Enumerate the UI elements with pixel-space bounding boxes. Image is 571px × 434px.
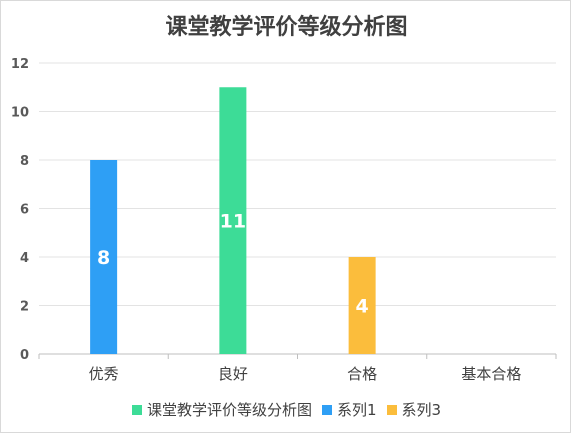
- legend-item: 课堂教学评价等级分析图: [131, 399, 312, 420]
- data-label: 11: [220, 211, 246, 233]
- legend-item: 系列3: [386, 399, 442, 420]
- bar: [219, 87, 247, 354]
- chart-title: 课堂教学评价等级分析图: [165, 15, 408, 40]
- bar: [90, 160, 118, 354]
- chart-legend: 课堂教学评价等级分析图 系列1 系列3: [1, 399, 571, 420]
- y-tick-label: 12: [11, 57, 29, 72]
- y-tick-label: 0: [20, 348, 29, 363]
- data-label: 8: [97, 247, 110, 269]
- y-tick-label: 2: [20, 300, 29, 315]
- y-tick-label: 4: [20, 251, 29, 266]
- y-tick-label: 8: [20, 154, 29, 169]
- legend-item: 系列1: [321, 399, 377, 420]
- x-tick-label: 基本合格: [461, 365, 521, 383]
- x-tick-label: 合格: [347, 365, 377, 383]
- y-tick-label: 6: [20, 203, 29, 218]
- x-tick-label: 优秀: [89, 365, 119, 383]
- data-label: 4: [356, 296, 369, 318]
- legend-swatch: [321, 404, 332, 415]
- legend-swatch: [386, 404, 397, 415]
- x-tick-label: 良好: [218, 365, 248, 383]
- legend-swatch: [131, 404, 142, 415]
- legend-label: 系列1: [336, 401, 377, 419]
- bar: [348, 257, 376, 354]
- legend-label: 课堂教学评价等级分析图: [146, 401, 312, 419]
- legend-label: 系列3: [401, 401, 442, 419]
- y-tick-label: 10: [11, 106, 29, 121]
